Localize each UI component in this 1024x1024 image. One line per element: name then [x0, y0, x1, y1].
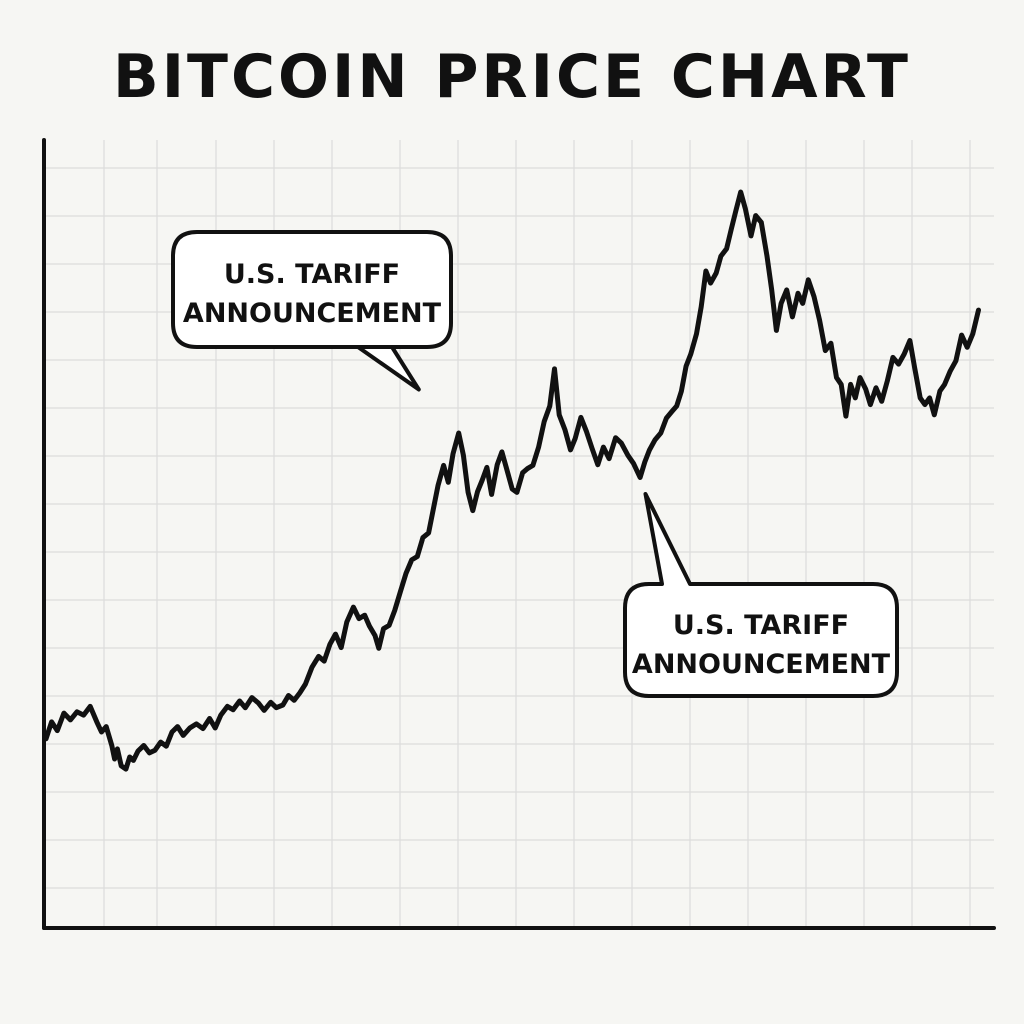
axes [42, 138, 996, 930]
price-line-series-1 [43, 189, 981, 772]
callout-1-bubble [171, 230, 453, 392]
callout-2: U.S. TARIFF ANNOUNCEMENT [623, 492, 899, 698]
callout-2-bubble [623, 492, 899, 698]
callout-1-text-line-1: U.S. TARIFF [224, 259, 400, 290]
price-series [43, 189, 981, 772]
callout-2-text-line-1: U.S. TARIFF [673, 610, 849, 641]
callout-1-text-line-2: ANNOUNCEMENT [183, 298, 442, 329]
callout-1: U.S. TARIFF ANNOUNCEMENT [171, 230, 453, 392]
chart-title: BITCOIN PRICE CHART [113, 42, 911, 112]
callout-2-text-line-2: ANNOUNCEMENT [632, 649, 891, 680]
annotations: U.S. TARIFF ANNOUNCEMENT U.S. TARIFF ANN… [171, 230, 899, 698]
